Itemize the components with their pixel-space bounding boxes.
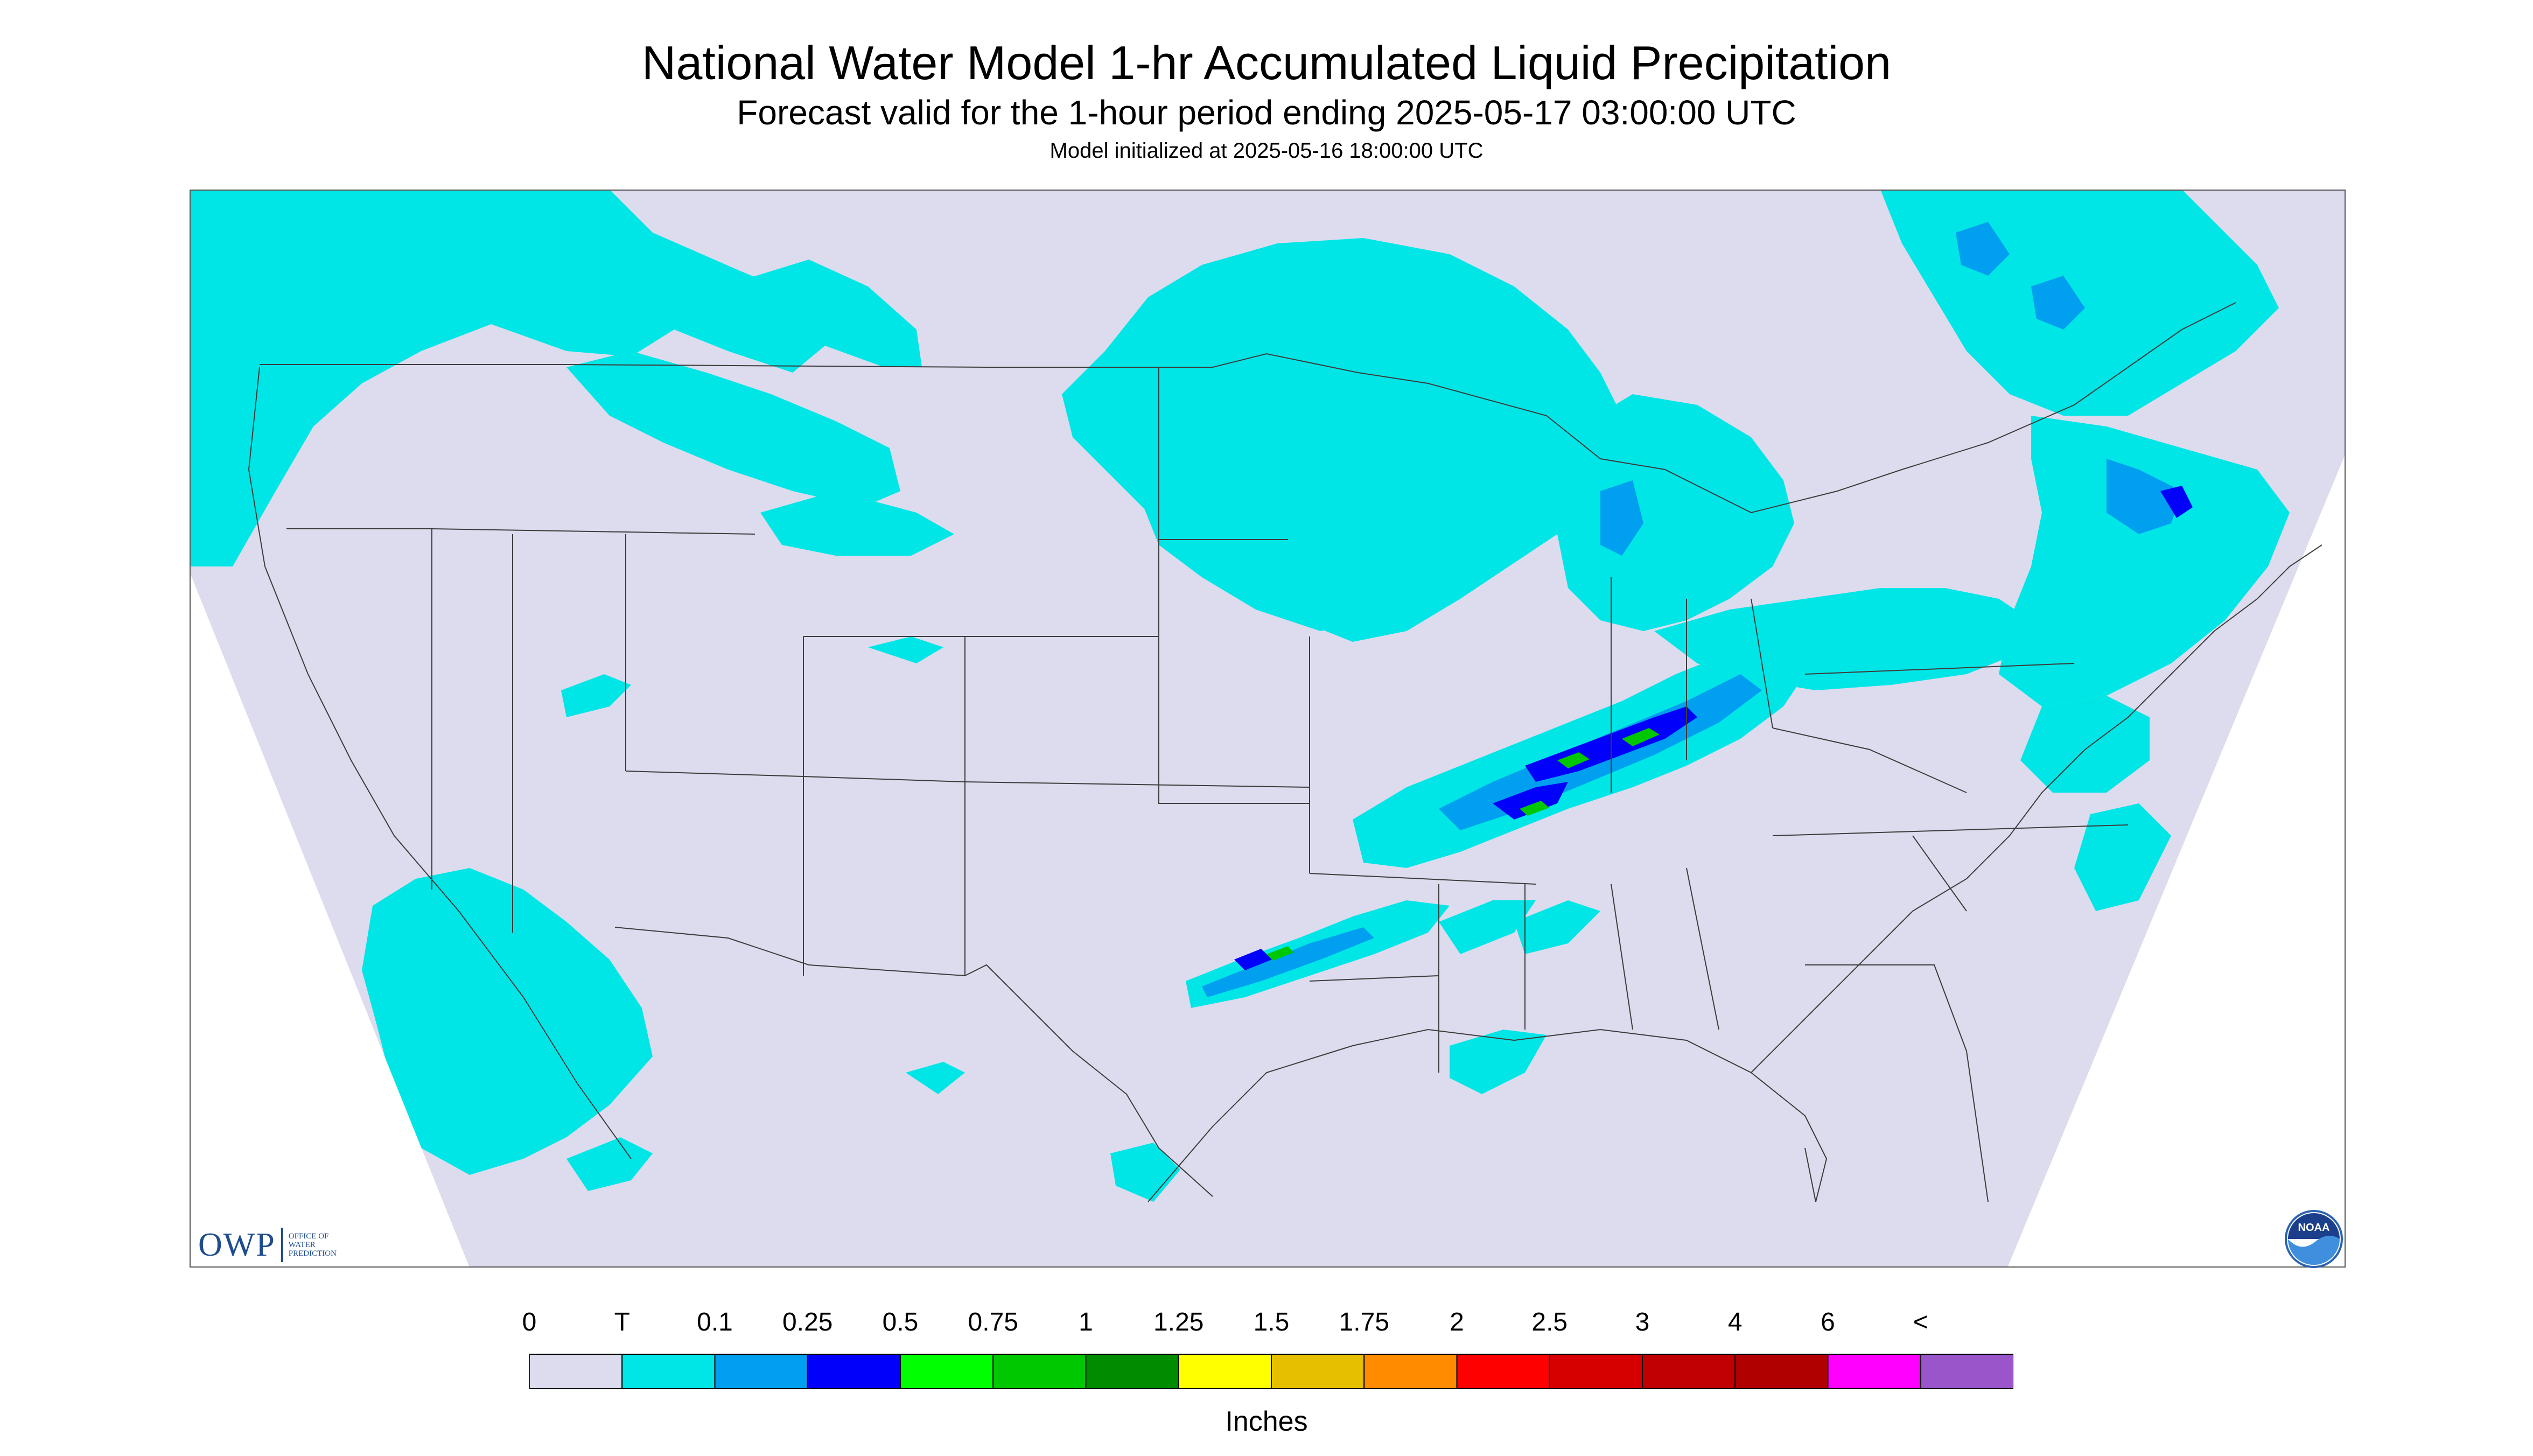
owp-logo-subtext: OFFICE OF WATER PREDICTION bbox=[289, 1232, 364, 1258]
owp-logo-text: OWP bbox=[198, 1226, 276, 1263]
legend-units-label: Inches bbox=[1225, 1406, 1308, 1437]
legend-swatch-5 bbox=[992, 1354, 1087, 1389]
precip-arkansas-core bbox=[1266, 946, 1293, 961]
owp-logo: OWP OFFICE OF WATER PREDICTION bbox=[198, 1223, 364, 1266]
owp-subtext-line-3: PREDICTION bbox=[288, 1249, 337, 1258]
legend-swatch-13 bbox=[1734, 1354, 1829, 1389]
precip-southern-california bbox=[362, 868, 653, 1175]
noaa-logo-text: NOAA bbox=[2298, 1222, 2330, 1234]
legend-colorbar bbox=[529, 1354, 2013, 1389]
legend-swatch-2 bbox=[714, 1354, 808, 1389]
precip-arkansas-light bbox=[1202, 927, 1374, 997]
map-frame bbox=[190, 190, 2346, 1268]
precip-mid-atlantic bbox=[2020, 696, 2150, 793]
precip-great-lakes bbox=[1557, 394, 1794, 631]
precip-colorado-streak bbox=[868, 636, 943, 663]
legend-label-11: 2.5 bbox=[1531, 1308, 1568, 1336]
precip-gulf-coast bbox=[1450, 1030, 1547, 1094]
precipitation-map bbox=[190, 190, 2346, 1268]
legend-label-7: 1.25 bbox=[1153, 1308, 1204, 1336]
legend-label-10: 2 bbox=[1450, 1308, 1464, 1336]
legend-label-6: 1 bbox=[1079, 1308, 1093, 1336]
precip-pacific-northwest bbox=[190, 190, 825, 566]
legend-swatch-10 bbox=[1456, 1354, 1550, 1389]
legend-label-9: 1.75 bbox=[1339, 1308, 1389, 1336]
precip-utah-streak bbox=[561, 674, 631, 717]
precip-arkansas-heavy bbox=[1234, 949, 1272, 970]
precip-canada-light-2 bbox=[2031, 276, 2085, 330]
precip-new-england bbox=[1999, 416, 2290, 706]
precip-mississippi-streaks bbox=[1439, 900, 1536, 954]
legend-label-4: 0.5 bbox=[882, 1308, 919, 1336]
precip-texas-streak bbox=[906, 1062, 965, 1094]
canada-us-border bbox=[260, 302, 2236, 514]
pacific-coastline bbox=[248, 367, 632, 1159]
legend-labels: 0 T 0.1 0.25 0.5 0.75 1 1.25 1.5 1.75 2 2.5 3 4 6 < bbox=[0, 1307, 2533, 1340]
legend-label-15: < bbox=[1913, 1308, 1928, 1336]
precip-baja-streaks bbox=[566, 1137, 653, 1191]
legend-label-13: 4 bbox=[1727, 1308, 1743, 1336]
atlantic-coastline bbox=[1751, 544, 2322, 1073]
legend-swatch-8 bbox=[1271, 1354, 1365, 1389]
legend-label-3: 0.25 bbox=[782, 1308, 833, 1336]
owp-subtext-line-1: OFFICE OF bbox=[288, 1232, 329, 1241]
gulf-coastline bbox=[1147, 1028, 1828, 1202]
mexico-us-border bbox=[614, 927, 1213, 1197]
precip-new-england-light bbox=[2107, 459, 2182, 534]
precip-minnesota-band bbox=[1137, 491, 1374, 631]
precip-atlantic-offshore bbox=[2074, 803, 2171, 911]
precipitation-layer bbox=[190, 190, 2290, 1202]
legend-swatch-7 bbox=[1178, 1354, 1272, 1389]
precip-alabama-streaks bbox=[1514, 900, 1600, 954]
legend-label-2: 0.1 bbox=[697, 1308, 733, 1336]
political-boundaries bbox=[248, 302, 2322, 1202]
legend-swatch-3 bbox=[807, 1354, 901, 1389]
legend-swatch-15 bbox=[1920, 1354, 2013, 1389]
precip-montana-north bbox=[739, 260, 922, 367]
state-lines-west bbox=[286, 367, 1288, 976]
precip-maine-heavy bbox=[2160, 486, 2193, 518]
legend-label-0: 0 bbox=[522, 1308, 537, 1336]
legend-label-14: 6 bbox=[1821, 1308, 1835, 1336]
map-title: National Water Model 1-hr Accumulated Li… bbox=[641, 36, 1892, 89]
legend-swatch-9 bbox=[1363, 1354, 1458, 1389]
legend-swatch-6 bbox=[1085, 1354, 1179, 1389]
legend-swatch-11 bbox=[1549, 1354, 1643, 1389]
legend-swatch-4 bbox=[900, 1354, 994, 1389]
legend-label-5: 0.75 bbox=[968, 1308, 1018, 1336]
precip-idaho-montana bbox=[566, 351, 900, 507]
precip-quebec-light bbox=[1956, 222, 2010, 276]
legend-label-1: T bbox=[614, 1308, 630, 1336]
precip-kentucky-heavy bbox=[1493, 782, 1568, 820]
precip-indiana-core bbox=[1622, 728, 1660, 746]
state-lines-central bbox=[964, 636, 1633, 1073]
precip-kentucky-core bbox=[1520, 801, 1549, 816]
state-lines-east bbox=[1611, 577, 2129, 1202]
precip-mexico-gulf bbox=[1110, 1143, 1180, 1202]
legend-swatch-0 bbox=[529, 1354, 623, 1389]
precip-ohio-core bbox=[1557, 752, 1590, 768]
precip-wyoming-streaks bbox=[760, 491, 954, 556]
precip-michigan-light bbox=[1600, 480, 1643, 556]
model-init-text: Model initialized at 2025-05-16 18:00:00… bbox=[1049, 139, 1484, 163]
legend-swatch-12 bbox=[1642, 1354, 1736, 1389]
legend-swatch-14 bbox=[1827, 1354, 1921, 1389]
owp-logo-divider bbox=[281, 1228, 283, 1262]
legend-swatch-1 bbox=[621, 1354, 716, 1389]
map-subtitle: Forecast valid for the 1-hour period end… bbox=[737, 93, 1796, 132]
legend-label-8: 1.5 bbox=[1253, 1308, 1290, 1336]
legend-label-12: 3 bbox=[1635, 1308, 1650, 1336]
owp-subtext-line-2: WATER bbox=[288, 1241, 316, 1249]
noaa-logo: NOAA bbox=[2285, 1210, 2343, 1268]
